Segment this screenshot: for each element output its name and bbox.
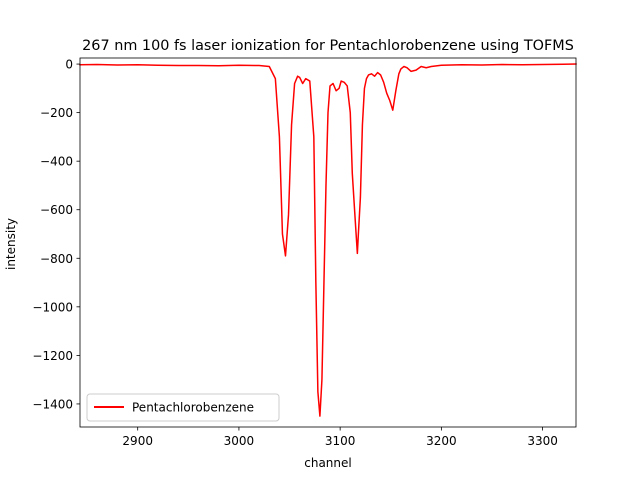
legend-label: Pentachlorobenzene: [132, 401, 254, 415]
series-line-0: [79, 63, 577, 417]
chart-title: 267 nm 100 fs laser ionization for Penta…: [82, 38, 574, 54]
x-axis-title: channel: [304, 456, 351, 470]
x-tick-label: 3200: [426, 434, 457, 448]
y-tick-label: −800: [40, 252, 73, 266]
y-tick-label: −1200: [32, 349, 73, 363]
y-tick-label: −400: [40, 155, 73, 169]
legend: Pentachlorobenzene: [86, 393, 280, 422]
x-tick-label: 3300: [527, 434, 558, 448]
y-tick-label: −1000: [32, 300, 73, 314]
y-tick-label: 0: [65, 58, 73, 72]
plot-area: [79, 63, 577, 417]
legend-box: [86, 393, 280, 422]
x-tick-label: 3100: [325, 434, 356, 448]
x-tick-label: 3000: [224, 434, 255, 448]
plot-frame: [79, 57, 577, 428]
x-tick-label: 2900: [122, 434, 153, 448]
y-tick-label: −1400: [32, 397, 73, 411]
y-tick-label: −600: [40, 203, 73, 217]
y-tick-label: −200: [40, 106, 73, 120]
y-axis-title: intensity: [4, 218, 18, 270]
axes: 2900 3000 3100 3200 3300 0 −200 −400 −600 −800 −10…: [32, 57, 577, 448]
